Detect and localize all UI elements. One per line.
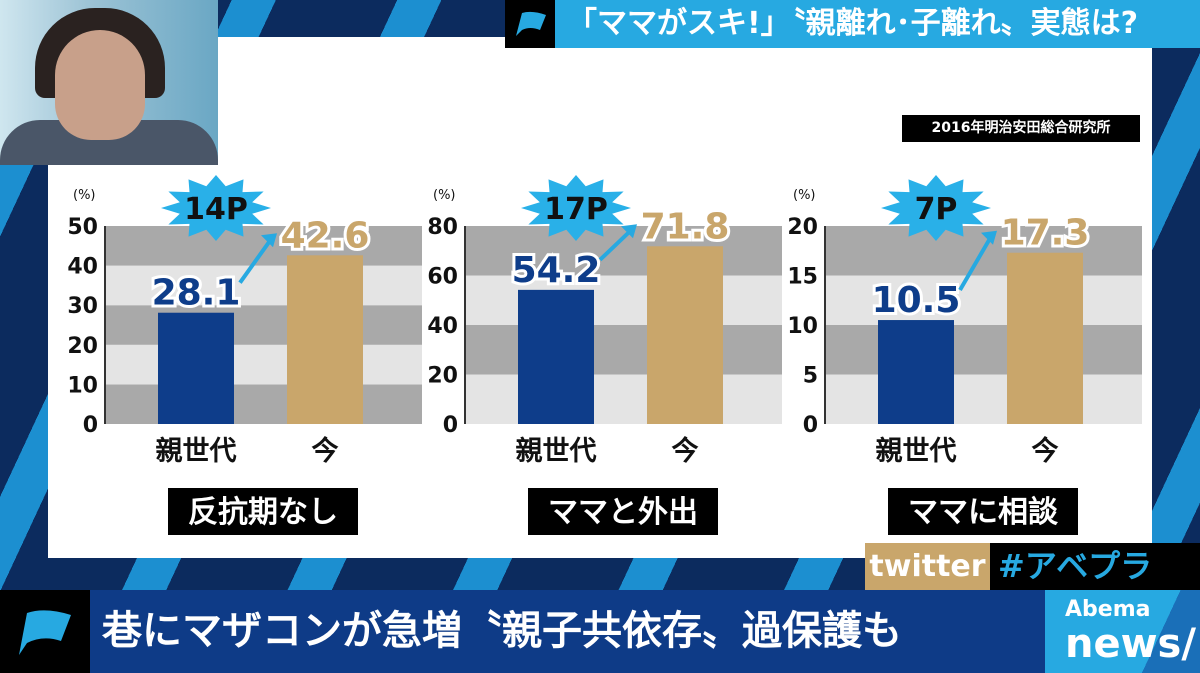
value-label-parent: 10.5 [872, 280, 961, 321]
logo-bottom: news/ [1065, 621, 1196, 667]
y-tick-label: 80 [427, 215, 458, 240]
grid-band [825, 275, 1142, 325]
bar-now [1007, 252, 1083, 424]
grid-band [825, 325, 1142, 375]
burst-badge-icon [521, 175, 631, 241]
difference-badge: 14P [184, 192, 248, 227]
y-tick-label: 0 [83, 413, 98, 438]
ticker-headline: 巷にマザコンが急増〝親子共依存〟過保護も [90, 590, 1050, 673]
y-tick-label: 15 [787, 265, 818, 290]
chart-title-box [168, 488, 358, 535]
y-tick-label: 0 [443, 413, 458, 438]
burst-badge-icon [881, 175, 991, 241]
y-tick-label: 40 [67, 255, 98, 280]
difference-badge: 17P [544, 192, 608, 227]
flag-box [505, 0, 557, 48]
value-label-parent: 28.1 [152, 273, 241, 314]
grid-band [105, 265, 422, 306]
burst-badge-icon [161, 175, 271, 241]
increase-arrow [238, 238, 273, 284]
increase-arrow [958, 235, 993, 292]
difference-badge: 7P [915, 192, 958, 227]
category-label: 親世代 [156, 436, 237, 467]
category-label: 今 [312, 435, 339, 467]
bar-parent [518, 289, 594, 424]
chart-title-box [528, 488, 718, 535]
arrow-head-icon [261, 233, 277, 248]
abema-news-logo: Abema news/ [1045, 590, 1200, 673]
y-tick-label: 20 [427, 364, 458, 389]
y-tick-label: 5 [803, 364, 818, 389]
chart-title: ママに相談 [908, 495, 1059, 530]
chart-title-box [888, 488, 1078, 535]
grid-band [825, 374, 1142, 424]
category-label: 親世代 [516, 436, 597, 467]
y-tick-label: 10 [67, 373, 98, 398]
value-label-now: 42.6 [281, 215, 370, 256]
grid-band [465, 325, 782, 375]
bar-parent [158, 312, 234, 424]
grid-band [105, 384, 422, 424]
increase-arrow [598, 228, 633, 262]
hashtag-label: #アベプラ [990, 543, 1200, 590]
grid-band [465, 226, 782, 276]
logo-top: Abema [1065, 597, 1151, 622]
y-tick-label: 10 [787, 314, 818, 339]
bar-now [287, 255, 363, 424]
y-tick-label: 0 [803, 413, 818, 438]
flag-icon [516, 11, 546, 36]
y-tick-label: 30 [67, 294, 98, 319]
ticker-flag-box [0, 590, 90, 673]
presenter-face [55, 30, 145, 140]
y-axis-unit: (%) [73, 188, 96, 203]
y-axis-unit: (%) [433, 188, 456, 203]
y-tick-label: 50 [67, 215, 98, 240]
video-inset [0, 0, 218, 165]
y-tick-label: 60 [427, 265, 458, 290]
grid-band [105, 344, 422, 385]
y-axis-unit: (%) [793, 188, 816, 203]
y-tick-label: 20 [787, 215, 818, 240]
source-label: 2016年明治安田総合研究所 [902, 115, 1140, 142]
chart-title: ママと外出 [548, 495, 698, 530]
value-label-parent: 54.2 [512, 250, 601, 291]
bar-parent [878, 320, 954, 424]
chart-title: 反抗期なし [188, 495, 338, 530]
grid-band [105, 305, 422, 345]
flag-icon [19, 609, 71, 655]
value-label-now: 71.8 [641, 206, 730, 247]
category-label: 今 [672, 435, 699, 467]
arrow-head-icon [621, 224, 637, 239]
page-title: 「ママがスキ!」〝親離れ･子離れ〟実態は? [555, 0, 1200, 48]
y-tick-label: 20 [67, 334, 98, 359]
bar-now [647, 246, 723, 424]
y-tick-label: 40 [427, 314, 458, 339]
grid-band [105, 226, 422, 266]
grid-band [465, 374, 782, 424]
value-label-now: 17.3 [1001, 213, 1090, 254]
arrow-head-icon [981, 230, 997, 245]
twitter-label: twitter [865, 543, 990, 590]
category-label: 今 [1032, 435, 1059, 467]
grid-band [465, 275, 782, 325]
category-label: 親世代 [876, 436, 957, 467]
